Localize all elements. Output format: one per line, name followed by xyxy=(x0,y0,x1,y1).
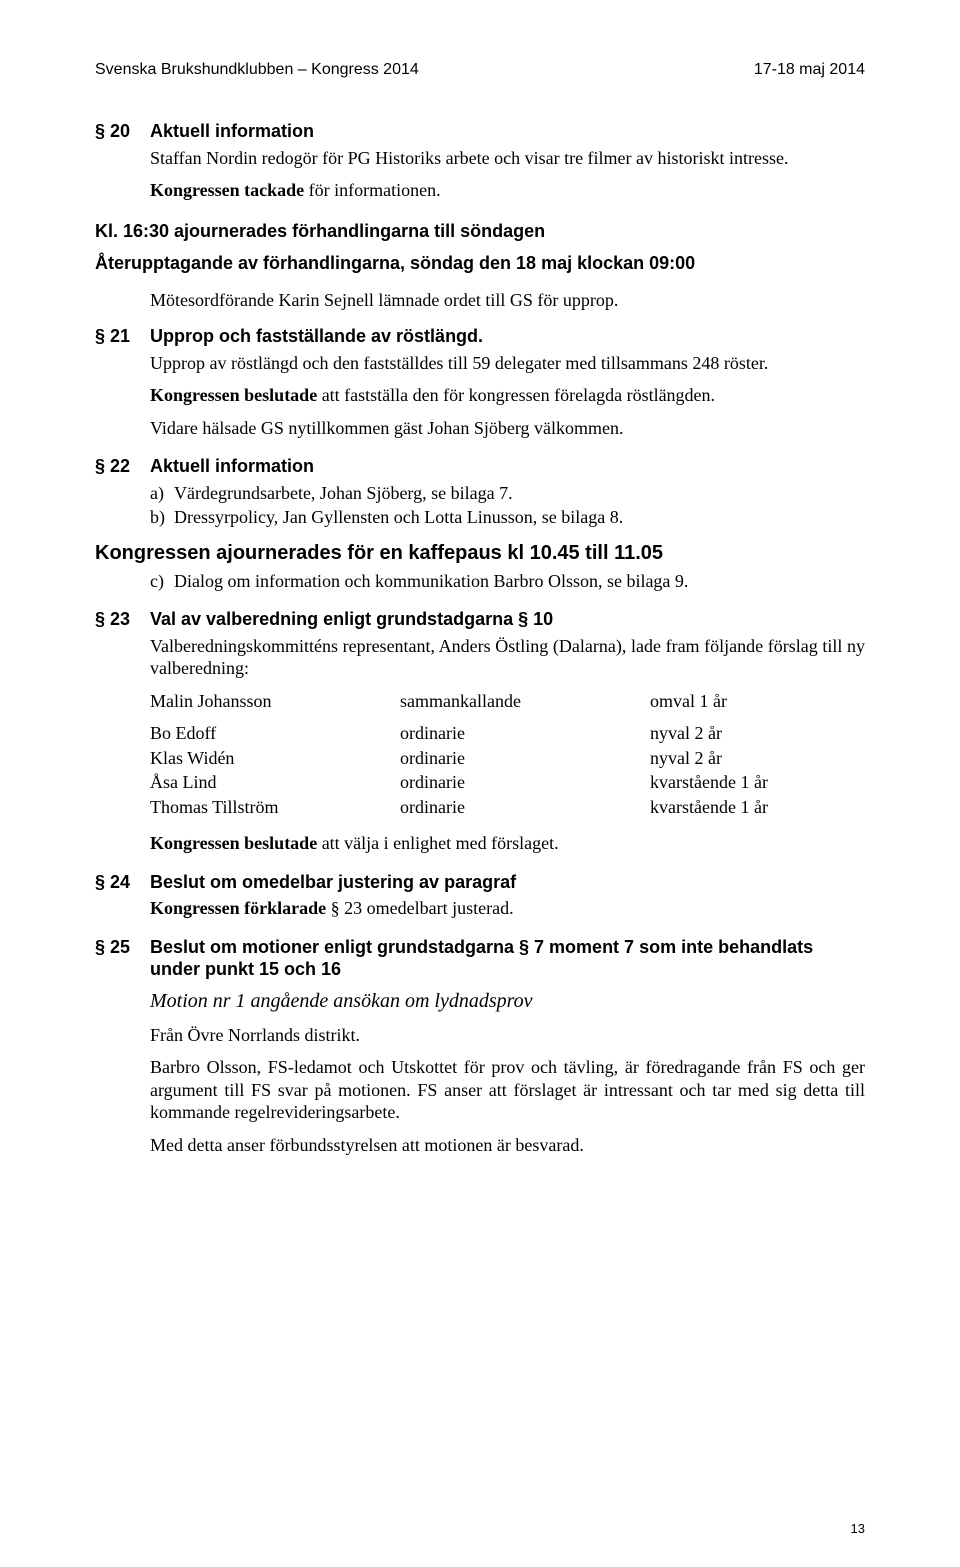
kaffe-heading: Kongressen ajournerades för en kaffepaus… xyxy=(95,541,865,566)
s22-a-marker: a) xyxy=(150,482,174,505)
cell-role: ordinarie xyxy=(400,747,650,770)
kaffe-body: c) Dialog om information och kommunikati… xyxy=(150,570,865,595)
s21-p2-bold: Kongressen beslutade xyxy=(150,385,317,405)
s22-b-text: Dressyrpolicy, Jan Gyllensten och Lotta … xyxy=(174,506,865,529)
valberedning-table: Malin Johansson sammankallande omval 1 å… xyxy=(150,690,865,819)
ajourn-indent: Mötesordförande Karin Sejnell lämnade or… xyxy=(150,289,865,312)
section-20: § 20 Aktuell information Staffan Nordin … xyxy=(95,120,865,212)
kaffe-c-marker: c) xyxy=(150,570,174,593)
ajourn-line: Kl. 16:30 ajournerades förhandlingarna t… xyxy=(95,220,865,243)
resume-line: Återupptagande av förhandlingarna, sönda… xyxy=(95,252,865,275)
kaffe-c-text: Dialog om information och kommunikation … xyxy=(174,570,865,593)
s21-p2-rest: att fastställa den för kongressen förela… xyxy=(317,385,715,405)
cell-name: Klas Widén xyxy=(150,747,400,770)
section-heading-25: Beslut om motioner enligt grundstadgarna… xyxy=(150,936,865,981)
s25-p2: Med detta anser förbundsstyrelsen att mo… xyxy=(150,1134,865,1157)
s21-p2: Kongressen beslutade att fastställa den … xyxy=(150,384,865,407)
section-24: § 24 Beslut om omedelbar justering av pa… xyxy=(95,871,865,930)
s24-p1: Kongressen förklarade § 23 omedelbart ju… xyxy=(150,897,865,920)
section-num-23: § 23 xyxy=(95,608,150,865)
section-num-21: § 21 xyxy=(95,325,150,449)
s22-b-marker: b) xyxy=(150,506,174,529)
s25-p1: Barbro Olsson, FS-ledamot och Utskottet … xyxy=(150,1056,865,1124)
table-row: Klas Widén ordinarie nyval 2 år xyxy=(150,747,865,770)
section-22: § 22 Aktuell information a) Värdegrundsa… xyxy=(95,455,865,531)
section-num-25: § 25 xyxy=(95,936,150,1167)
s21-p3: Vidare hälsade GS nytillkommen gäst Joha… xyxy=(150,417,865,440)
cell-name: Malin Johansson xyxy=(150,690,400,713)
section-body-23: Val av valberedning enligt grundstadgarn… xyxy=(150,608,865,865)
s20-p2: Kongressen tackade för informationen. xyxy=(150,179,865,202)
table-row: Thomas Tillström ordinarie kvarstående 1… xyxy=(150,796,865,819)
section-body-20: Aktuell information Staffan Nordin redog… xyxy=(150,120,865,212)
page: Svenska Brukshundklubben – Kongress 2014… xyxy=(0,0,960,1567)
cell-term: omval 1 år xyxy=(650,690,865,713)
section-num-22: § 22 xyxy=(95,455,150,531)
section-num-20: § 20 xyxy=(95,120,150,212)
s25-sub-italic: Motion nr 1 angående ansökan om lydnadsp… xyxy=(150,989,865,1014)
section-heading-24: Beslut om omedelbar justering av paragra… xyxy=(150,871,865,894)
section-num-24: § 24 xyxy=(95,871,150,930)
cell-role: ordinarie xyxy=(400,796,650,819)
s22-list-a: a) Värdegrundsarbete, Johan Sjöberg, se … xyxy=(150,482,865,505)
cell-name: Thomas Tillström xyxy=(150,796,400,819)
cell-term: nyval 2 år xyxy=(650,747,865,770)
section-25: § 25 Beslut om motioner enligt grundstad… xyxy=(95,936,865,1167)
section-heading-23: Val av valberedning enligt grundstadgarn… xyxy=(150,608,865,631)
s23-closing-bold: Kongressen beslutade xyxy=(150,833,317,853)
section-heading-22: Aktuell information xyxy=(150,455,865,478)
section-body-25: Beslut om motioner enligt grundstadgarna… xyxy=(150,936,865,1167)
s21-p1: Upprop av röstlängd och den fastställdes… xyxy=(150,352,865,375)
section-21: § 21 Upprop och fastställande av röstlän… xyxy=(95,325,865,449)
cell-name: Bo Edoff xyxy=(150,722,400,745)
s23-closing: Kongressen beslutade att välja i enlighe… xyxy=(150,832,865,855)
cell-term: nyval 2 år xyxy=(650,722,865,745)
cell-role: sammankallande xyxy=(400,690,650,713)
section-body-24: Beslut om omedelbar justering av paragra… xyxy=(150,871,865,930)
cell-name: Åsa Lind xyxy=(150,771,400,794)
cell-term: kvarstående 1 år xyxy=(650,771,865,794)
s22-a-text: Värdegrundsarbete, Johan Sjöberg, se bil… xyxy=(174,482,865,505)
kaffe-list-c: c) Dialog om information och kommunikati… xyxy=(150,570,865,593)
s24-p1-bold: Kongressen förklarade xyxy=(150,898,326,918)
section-body-22: Aktuell information a) Värdegrundsarbete… xyxy=(150,455,865,531)
header-left: Svenska Brukshundklubben – Kongress 2014 xyxy=(95,60,419,80)
section-heading-21: Upprop och fastställande av röstlängd. xyxy=(150,325,865,348)
s20-p2-bold: Kongressen tackade xyxy=(150,180,304,200)
section-heading-20: Aktuell information xyxy=(150,120,865,143)
header-right: 17-18 maj 2014 xyxy=(754,60,865,80)
kaffe-row: c) Dialog om information och kommunikati… xyxy=(95,570,865,595)
page-number: 13 xyxy=(851,1521,865,1537)
table-row: Malin Johansson sammankallande omval 1 å… xyxy=(150,690,865,713)
cell-role: ordinarie xyxy=(400,771,650,794)
section-body-21: Upprop och fastställande av röstlängd. U… xyxy=(150,325,865,449)
s25-from: Från Övre Norrlands distrikt. xyxy=(150,1024,865,1047)
s20-p1: Staffan Nordin redogör för PG Historiks … xyxy=(150,147,865,170)
table-row: Åsa Lind ordinarie kvarstående 1 år xyxy=(150,771,865,794)
cell-term: kvarstående 1 år xyxy=(650,796,865,819)
page-header: Svenska Brukshundklubben – Kongress 2014… xyxy=(95,60,865,80)
s23-intro: Valberedningskommitténs representant, An… xyxy=(150,635,865,680)
s22-list-b: b) Dressyrpolicy, Jan Gyllensten och Lot… xyxy=(150,506,865,529)
s23-closing-rest: att välja i enlighet med förslaget. xyxy=(317,833,558,853)
s20-p2-rest: för informationen. xyxy=(304,180,440,200)
cell-role: ordinarie xyxy=(400,722,650,745)
s24-p1-rest: § 23 omedelbart justerad. xyxy=(326,898,513,918)
kaffe-spacer xyxy=(95,570,150,595)
table-row: Bo Edoff ordinarie nyval 2 år xyxy=(150,722,865,745)
section-23: § 23 Val av valberedning enligt grundsta… xyxy=(95,608,865,865)
